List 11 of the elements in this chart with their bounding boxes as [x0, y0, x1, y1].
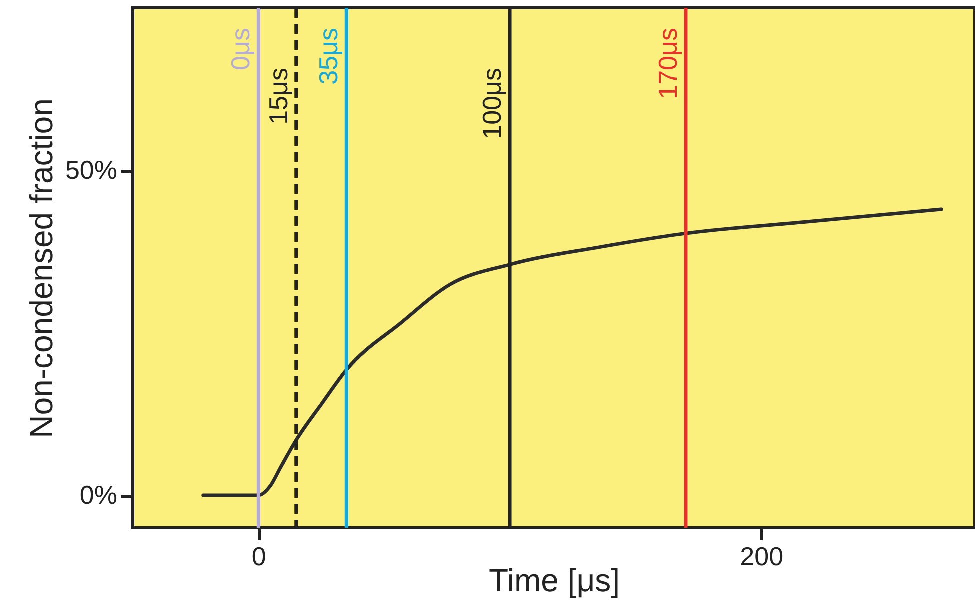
ref-line-label: 35μs: [314, 28, 344, 85]
y-tick-label: 0%: [80, 480, 118, 510]
ref-line-label: 170μs: [652, 28, 683, 100]
y-axis-title: Non-condensed fraction: [23, 98, 60, 438]
y-tick-label: 50%: [65, 155, 118, 185]
ref-line-label: 15μs: [263, 68, 294, 125]
ref-line-label: 100μs: [477, 68, 508, 140]
x-tick-label: 0: [252, 542, 266, 572]
x-tick-label: 200: [740, 542, 784, 572]
ref-line-label: 0μs: [226, 28, 256, 70]
x-axis-title: Time [μs]: [488, 562, 620, 598]
